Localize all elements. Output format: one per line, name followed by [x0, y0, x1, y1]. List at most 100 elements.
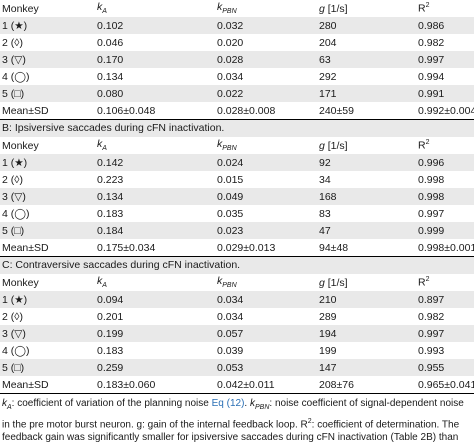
table-row: 2 (◊) 0.223 0.015 34 0.998 — [0, 171, 474, 188]
table-cell: 0.024 — [215, 154, 317, 171]
table-row: 4 (◯) 0.183 0.039 199 0.993 — [0, 342, 474, 359]
table-cell: 0.175±0.034 — [95, 239, 215, 257]
table-cell: 3 (▽) — [0, 325, 95, 342]
table-cell: 0.994 — [416, 68, 474, 85]
header-cell: R2 — [416, 0, 474, 17]
header-cell: kPBN — [215, 137, 317, 154]
table-cell: 0.991 — [416, 85, 474, 102]
table-cell: 0.022 — [215, 85, 317, 102]
table-cell: 1 (★) — [0, 154, 95, 171]
header-cell: kA — [95, 0, 215, 17]
header-cell: g [1/s] — [317, 0, 416, 17]
table-cell: 199 — [317, 342, 416, 359]
header-cell: Monkey — [0, 0, 95, 17]
table-cell: 94±48 — [317, 239, 416, 257]
table-row: 1 (★) 0.094 0.034 210 0.897 — [0, 291, 474, 308]
table-row: 1 (★) 0.102 0.032 280 0.986 — [0, 17, 474, 34]
table-cell: 1 (★) — [0, 291, 95, 308]
table-cell: 83 — [317, 205, 416, 222]
header-cell: kA — [95, 274, 215, 291]
table-cell: Mean±SD — [0, 376, 95, 394]
table-cell: 0.080 — [95, 85, 215, 102]
table-cell: 0.057 — [215, 325, 317, 342]
header-row: Monkey kA kPBN g [1/s] R2 — [0, 0, 474, 17]
table-cell: 63 — [317, 51, 416, 68]
table-cell: 4 (◯) — [0, 68, 95, 85]
table-cell: 0.996 — [416, 154, 474, 171]
table-cell: 0.183±0.060 — [95, 376, 215, 394]
table-row: 3 (▽) 0.170 0.028 63 0.997 — [0, 51, 474, 68]
table-row: 1 (★) 0.142 0.024 92 0.996 — [0, 154, 474, 171]
table-cell: 0.170 — [95, 51, 215, 68]
table-cell: 0.997 — [416, 325, 474, 342]
table-cell: 1 (★) — [0, 17, 95, 34]
table-cell: 0.998 — [416, 188, 474, 205]
table-cell: 0.032 — [215, 17, 317, 34]
table-row: 5 (□) 0.080 0.022 171 0.991 — [0, 85, 474, 102]
table-footnote: kA: coefficient of variation of the plan… — [0, 394, 474, 445]
table-cell: 0.259 — [95, 359, 215, 376]
table-cell: 2 (◊) — [0, 171, 95, 188]
table-cell: 147 — [317, 359, 416, 376]
header-cell: kPBN — [215, 0, 317, 17]
table-cell: 208±76 — [317, 376, 416, 394]
ka-symbol: kA — [2, 398, 12, 411]
table-row: 3 (▽) 0.199 0.057 194 0.997 — [0, 325, 474, 342]
table-cell: 0.034 — [215, 308, 317, 325]
table-cell: 0.997 — [416, 51, 474, 68]
section-title-row: C: Contraversive saccades during cFN ina… — [0, 256, 474, 274]
table-cell: 0.955 — [416, 359, 474, 376]
header-cell: R2 — [416, 137, 474, 154]
section-title-row: B: Ipsiversive saccades during cFN inact… — [0, 119, 474, 137]
table-cell: 47 — [317, 222, 416, 239]
table-cell: 2 (◊) — [0, 34, 95, 51]
table-cell: 0.134 — [95, 68, 215, 85]
header-cell: g [1/s] — [317, 274, 416, 291]
table-cell: 0.982 — [416, 308, 474, 325]
table-cell: 194 — [317, 325, 416, 342]
table-cell: 3 (▽) — [0, 188, 95, 205]
header-row: Monkey kA kPBN g [1/s] R2 — [0, 274, 474, 291]
table-cell: 4 (◯) — [0, 205, 95, 222]
table-cell: 0.982 — [416, 34, 474, 51]
table-cell: 0.028 — [215, 51, 317, 68]
table-cell: 0.035 — [215, 205, 317, 222]
table-cell: 0.134 — [95, 188, 215, 205]
table-cell: 0.023 — [215, 222, 317, 239]
table-cell: 0.142 — [95, 154, 215, 171]
table-cell: Mean±SD — [0, 239, 95, 257]
table-cell: 0.028±0.008 — [215, 102, 317, 120]
table-cell: Mean±SD — [0, 102, 95, 120]
header-cell: R2 — [416, 274, 474, 291]
table-row: 2 (◊) 0.201 0.034 289 0.982 — [0, 308, 474, 325]
table-cell: 210 — [317, 291, 416, 308]
table-cell: 0.042±0.011 — [215, 376, 317, 394]
table-cell: 0.094 — [95, 291, 215, 308]
table-row: 3 (▽) 0.134 0.049 168 0.998 — [0, 188, 474, 205]
equation-link[interactable]: Eq (12) — [211, 398, 245, 409]
table-cell: 0.106±0.048 — [95, 102, 215, 120]
table-cell: 0.029±0.013 — [215, 239, 317, 257]
table-cell: 0.199 — [95, 325, 215, 342]
table-cell: 0.223 — [95, 171, 215, 188]
header-row: Monkey kA kPBN g [1/s] R2 — [0, 137, 474, 154]
footnote-text-2: . — [244, 398, 250, 409]
table-cell: 34 — [317, 171, 416, 188]
table-cell: 171 — [317, 85, 416, 102]
table-cell: 0.020 — [215, 34, 317, 51]
table-cell: 0.183 — [95, 205, 215, 222]
table-row: 4 (◯) 0.183 0.035 83 0.997 — [0, 205, 474, 222]
mean-row: Mean±SD 0.175±0.034 0.029±0.013 94±48 0.998±… — [0, 239, 474, 257]
table-cell: 0.897 — [416, 291, 474, 308]
table-row: 4 (◯) 0.134 0.034 292 0.994 — [0, 68, 474, 85]
table-cell: 0.998±0.001 — [416, 239, 474, 257]
table-cell: 0.049 — [215, 188, 317, 205]
table-cell: 0.993 — [416, 342, 474, 359]
table-cell: 280 — [317, 17, 416, 34]
table-cell: 0.046 — [95, 34, 215, 51]
table-cell: 0.184 — [95, 222, 215, 239]
table-cell: 3 (▽) — [0, 51, 95, 68]
table-cell: 0.034 — [215, 291, 317, 308]
table-cell: 0.999 — [416, 222, 474, 239]
table-row: 5 (□) 0.259 0.053 147 0.955 — [0, 359, 474, 376]
